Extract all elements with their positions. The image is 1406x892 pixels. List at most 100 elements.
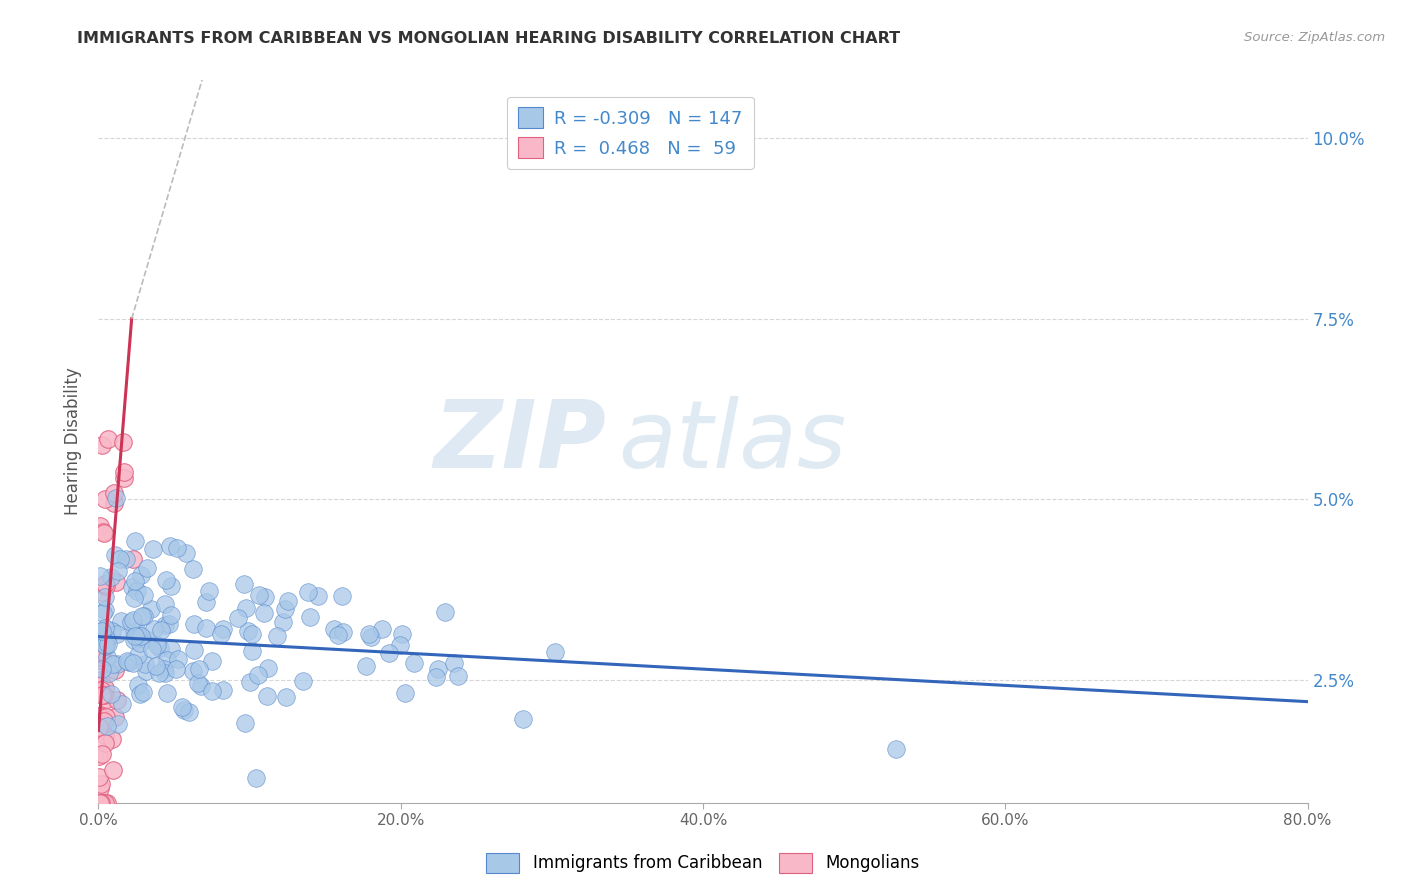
Point bbox=[94, 579, 117, 593]
Point bbox=[112, 465, 135, 479]
Point bbox=[153, 666, 176, 681]
Point bbox=[91, 438, 114, 452]
Point bbox=[307, 590, 329, 604]
Point bbox=[111, 697, 134, 711]
Point bbox=[212, 622, 235, 636]
Point bbox=[122, 657, 145, 671]
Point bbox=[96, 719, 118, 733]
Point bbox=[112, 434, 135, 449]
Point bbox=[89, 630, 111, 644]
Point bbox=[93, 714, 115, 728]
Point bbox=[157, 616, 180, 631]
Point bbox=[141, 641, 163, 656]
Point bbox=[512, 712, 534, 726]
Point bbox=[142, 541, 165, 556]
Point bbox=[160, 579, 183, 593]
Point bbox=[100, 570, 122, 584]
Point bbox=[89, 781, 111, 796]
Point bbox=[354, 659, 377, 673]
Point bbox=[89, 720, 111, 734]
Point bbox=[122, 551, 145, 566]
Point bbox=[266, 628, 288, 642]
Point bbox=[127, 629, 149, 643]
Point bbox=[103, 764, 125, 778]
Point bbox=[443, 656, 465, 670]
Point bbox=[150, 623, 173, 637]
Point bbox=[236, 624, 259, 639]
Point bbox=[245, 771, 267, 785]
Point bbox=[87, 748, 110, 763]
Point bbox=[87, 653, 110, 667]
Point bbox=[425, 670, 447, 684]
Point bbox=[96, 650, 118, 665]
Point bbox=[100, 657, 122, 672]
Point bbox=[105, 693, 128, 707]
Point bbox=[256, 689, 278, 703]
Point bbox=[447, 669, 470, 683]
Point bbox=[103, 710, 125, 724]
Point bbox=[97, 637, 120, 651]
Point bbox=[96, 639, 118, 653]
Point bbox=[240, 644, 263, 658]
Point bbox=[94, 576, 117, 591]
Point bbox=[89, 518, 111, 533]
Text: IMMIGRANTS FROM CARIBBEAN VS MONGOLIAN HEARING DISABILITY CORRELATION CHART: IMMIGRANTS FROM CARIBBEAN VS MONGOLIAN H… bbox=[77, 31, 900, 46]
Point bbox=[89, 796, 111, 810]
Y-axis label: Hearing Disability: Hearing Disability bbox=[65, 368, 83, 516]
Point bbox=[129, 687, 152, 701]
Point bbox=[159, 540, 181, 554]
Point bbox=[90, 677, 112, 691]
Point bbox=[136, 561, 159, 575]
Point bbox=[183, 643, 205, 657]
Point bbox=[90, 673, 112, 687]
Point bbox=[89, 770, 111, 784]
Point bbox=[124, 533, 146, 548]
Point bbox=[89, 796, 111, 810]
Point bbox=[100, 687, 122, 701]
Point bbox=[181, 562, 204, 576]
Point bbox=[94, 633, 117, 648]
Point bbox=[145, 659, 167, 673]
Point bbox=[124, 624, 146, 639]
Point bbox=[91, 747, 114, 761]
Point bbox=[117, 655, 139, 669]
Point bbox=[149, 640, 172, 655]
Point bbox=[170, 700, 193, 714]
Point bbox=[112, 471, 135, 485]
Point bbox=[142, 623, 165, 637]
Legend: R = -0.309   N = 147, R =  0.468   N =  59: R = -0.309 N = 147, R = 0.468 N = 59 bbox=[508, 96, 754, 169]
Point bbox=[104, 548, 127, 562]
Point bbox=[292, 674, 315, 689]
Point bbox=[235, 601, 257, 615]
Point bbox=[117, 654, 139, 668]
Point bbox=[93, 796, 115, 810]
Point bbox=[359, 627, 381, 641]
Point bbox=[120, 615, 142, 630]
Point bbox=[148, 666, 170, 681]
Point bbox=[434, 605, 457, 619]
Point bbox=[90, 796, 112, 810]
Point bbox=[93, 602, 115, 616]
Point bbox=[122, 591, 145, 606]
Point bbox=[273, 615, 295, 629]
Point bbox=[190, 679, 212, 693]
Point bbox=[201, 654, 224, 668]
Point bbox=[90, 648, 112, 662]
Point bbox=[146, 638, 169, 652]
Point bbox=[104, 575, 127, 590]
Point bbox=[90, 662, 112, 676]
Point bbox=[89, 715, 111, 730]
Point bbox=[166, 652, 188, 666]
Point bbox=[253, 590, 276, 604]
Point bbox=[211, 682, 233, 697]
Point bbox=[127, 678, 149, 692]
Point bbox=[134, 657, 156, 672]
Point bbox=[391, 627, 413, 641]
Point bbox=[371, 622, 394, 636]
Point bbox=[96, 796, 118, 810]
Point bbox=[89, 630, 111, 644]
Point bbox=[97, 432, 120, 446]
Point bbox=[194, 622, 217, 636]
Point bbox=[89, 796, 111, 810]
Point bbox=[91, 796, 114, 810]
